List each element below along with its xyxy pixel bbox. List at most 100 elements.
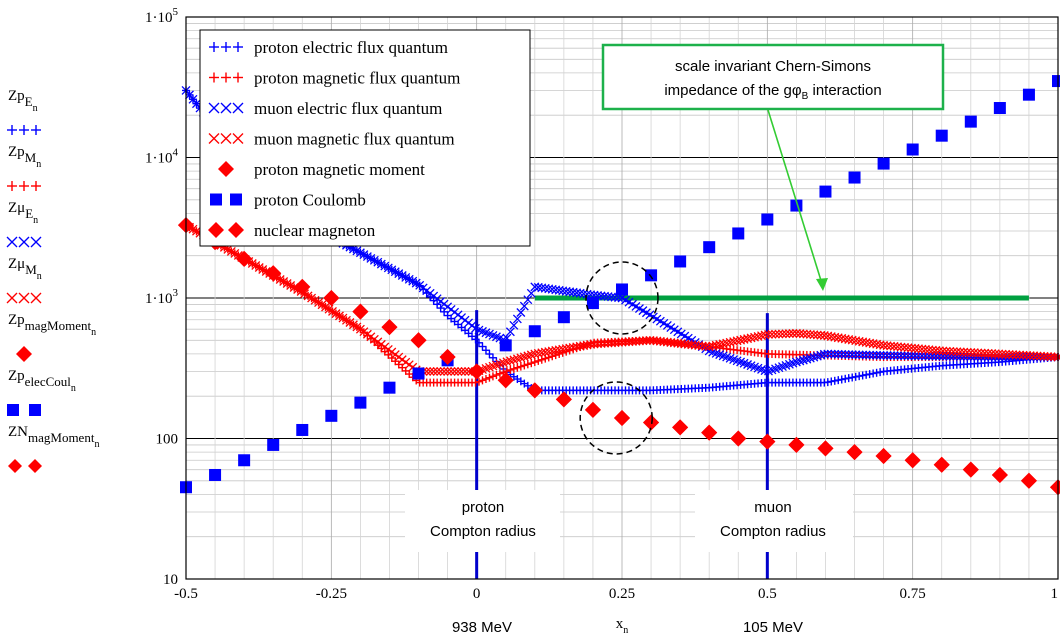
cross-marker: [739, 358, 749, 368]
cross-marker: [628, 299, 637, 309]
diamond-marker: [208, 222, 224, 238]
diamond-marker: [497, 372, 514, 389]
legend-item-muon-electric-flux-quantum: muon electric flux quantum: [208, 99, 442, 118]
cross-marker: [872, 339, 882, 349]
cross-marker: [638, 336, 648, 346]
cross-marker: [561, 344, 571, 354]
cross-marker: [861, 337, 871, 347]
cross-marker: [192, 99, 201, 109]
cross-marker: [777, 329, 787, 339]
y-tick-label: 1·105: [145, 6, 179, 26]
cross-marker: [746, 361, 756, 371]
diamond-marker: [410, 332, 427, 349]
cross-marker: [397, 355, 407, 365]
cross-marker: [969, 348, 979, 358]
square-marker: [1022, 88, 1035, 101]
cross-marker: [404, 274, 414, 284]
square-marker: [383, 381, 396, 394]
cross-marker: [920, 351, 930, 361]
diamond-marker: [265, 265, 282, 282]
cross-marker: [614, 337, 623, 347]
cross-marker: [376, 339, 386, 349]
series-nuclear-magneton: [178, 217, 1060, 496]
cross-marker: [471, 323, 480, 333]
square-marker: [964, 115, 977, 128]
cross-marker: [18, 236, 30, 248]
x-tick-label: 0: [473, 586, 481, 602]
cross-marker: [833, 349, 843, 359]
cross-marker: [624, 297, 634, 307]
cross-marker: [976, 348, 986, 358]
cross-marker: [600, 338, 610, 348]
cross-marker: [791, 328, 801, 338]
chern-simons-annotation: scale invariant Chern-Simons impedance o…: [601, 43, 945, 291]
y-tick-label: 10: [163, 572, 178, 588]
diamond-marker: [991, 466, 1008, 483]
side-legend-item: ZpelecCouln: [7, 368, 76, 416]
cross-marker: [624, 337, 634, 347]
cross-marker: [809, 330, 819, 340]
cross-marker: [718, 339, 728, 349]
cross-marker: [795, 329, 805, 339]
variable-legend: ZpEn ZpMn ZμEn ZμMn ZpmagMomentn ZpelecCouln Z…: [6, 88, 99, 473]
cross-marker: [1039, 351, 1049, 361]
cross-marker: [401, 272, 411, 282]
cross-marker: [924, 345, 934, 355]
cross-marker: [621, 295, 630, 305]
cross-marker: [540, 347, 550, 357]
cross-marker: [230, 248, 240, 258]
cross-marker: [914, 344, 923, 354]
square-marker: [732, 227, 745, 240]
cross-marker: [819, 349, 829, 359]
cross-marker: [861, 350, 871, 360]
cross-marker: [722, 338, 732, 348]
cross-marker: [837, 333, 847, 343]
cross-marker: [662, 321, 672, 330]
square-marker: [528, 325, 541, 338]
muon-compton-line2: Compton radius: [720, 523, 826, 540]
cross-marker: [802, 329, 812, 339]
diamond-marker: [352, 303, 369, 320]
cross-marker: [579, 341, 589, 351]
cross-marker: [840, 349, 850, 359]
cross-marker: [847, 335, 857, 345]
cross-marker: [837, 349, 847, 359]
diamond-marker: [439, 349, 456, 366]
cross-marker: [512, 314, 522, 324]
cross-marker: [338, 313, 348, 323]
cross-marker: [997, 349, 1007, 359]
cross-marker: [868, 350, 878, 360]
cross-marker: [530, 349, 540, 359]
cross-marker: [641, 308, 651, 318]
cross-marker: [882, 351, 892, 360]
cross-marker: [1018, 350, 1028, 360]
cross-marker: [805, 329, 815, 339]
cross-marker: [394, 269, 404, 279]
diamond-marker: [294, 278, 311, 295]
cross-marker: [1036, 351, 1046, 361]
legend-label: muon electric flux quantum: [254, 99, 442, 118]
cross-marker: [251, 261, 261, 270]
cross-marker: [736, 335, 746, 345]
cross-marker: [453, 367, 463, 376]
cross-marker: [621, 337, 630, 347]
diamond-marker: [701, 424, 718, 441]
diamond-marker: [614, 409, 630, 426]
cross-marker: [1036, 352, 1046, 362]
cross-marker: [464, 367, 473, 376]
cross-marker: [1022, 350, 1032, 360]
legend-label: nuclear magneton: [254, 221, 376, 240]
cross-marker: [286, 281, 296, 290]
cross-marker: [366, 332, 376, 342]
cross-marker: [307, 293, 317, 303]
cross-marker: [258, 265, 268, 274]
cross-marker: [401, 357, 411, 367]
x-axis-ticks: -0.5 -0.25 0 0.25 0.5 0.75 1: [174, 586, 1058, 602]
cross-marker: [425, 367, 435, 376]
cross-marker: [369, 334, 379, 344]
cross-marker: [732, 356, 742, 366]
square-marker: [761, 213, 774, 226]
chern-simons-label-line2: impedance of the gφB interaction: [664, 82, 881, 102]
cross-marker: [889, 341, 899, 351]
cross-marker: [750, 362, 760, 372]
